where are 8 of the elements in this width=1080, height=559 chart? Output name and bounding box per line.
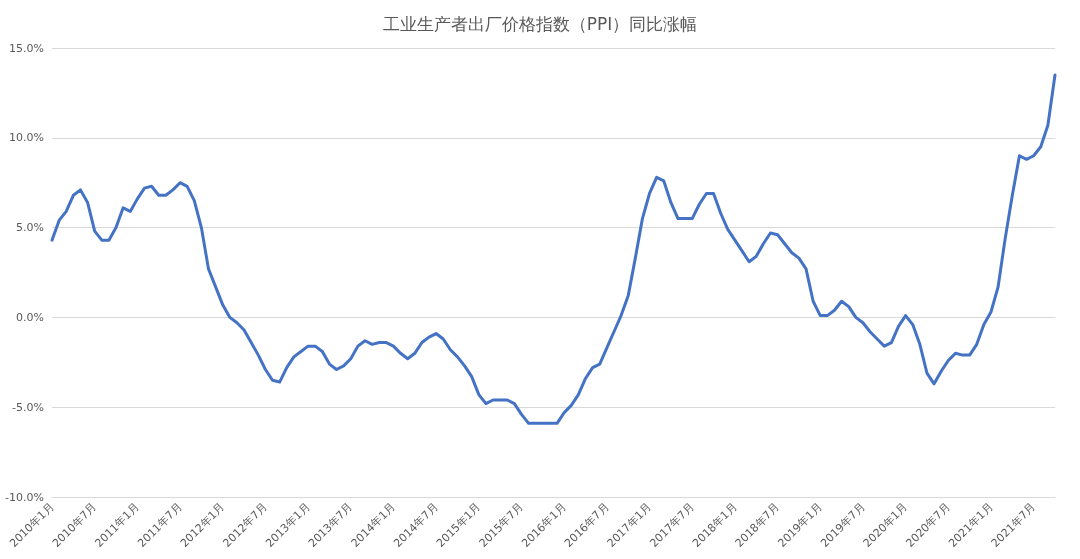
y-tick-label: 5.0% (16, 221, 44, 235)
line-series (50, 73, 1057, 425)
y-tick-label: -10.0% (5, 490, 44, 504)
y-tick-label: 15.0% (9, 41, 44, 55)
y-tick-label: 0.0% (16, 310, 44, 324)
chart-title: 工业生产者出厂价格指数（PPI）同比涨幅 (382, 13, 698, 34)
y-tick-label: 10.0% (9, 131, 44, 145)
y-tick-label: -5.0% (12, 400, 44, 414)
